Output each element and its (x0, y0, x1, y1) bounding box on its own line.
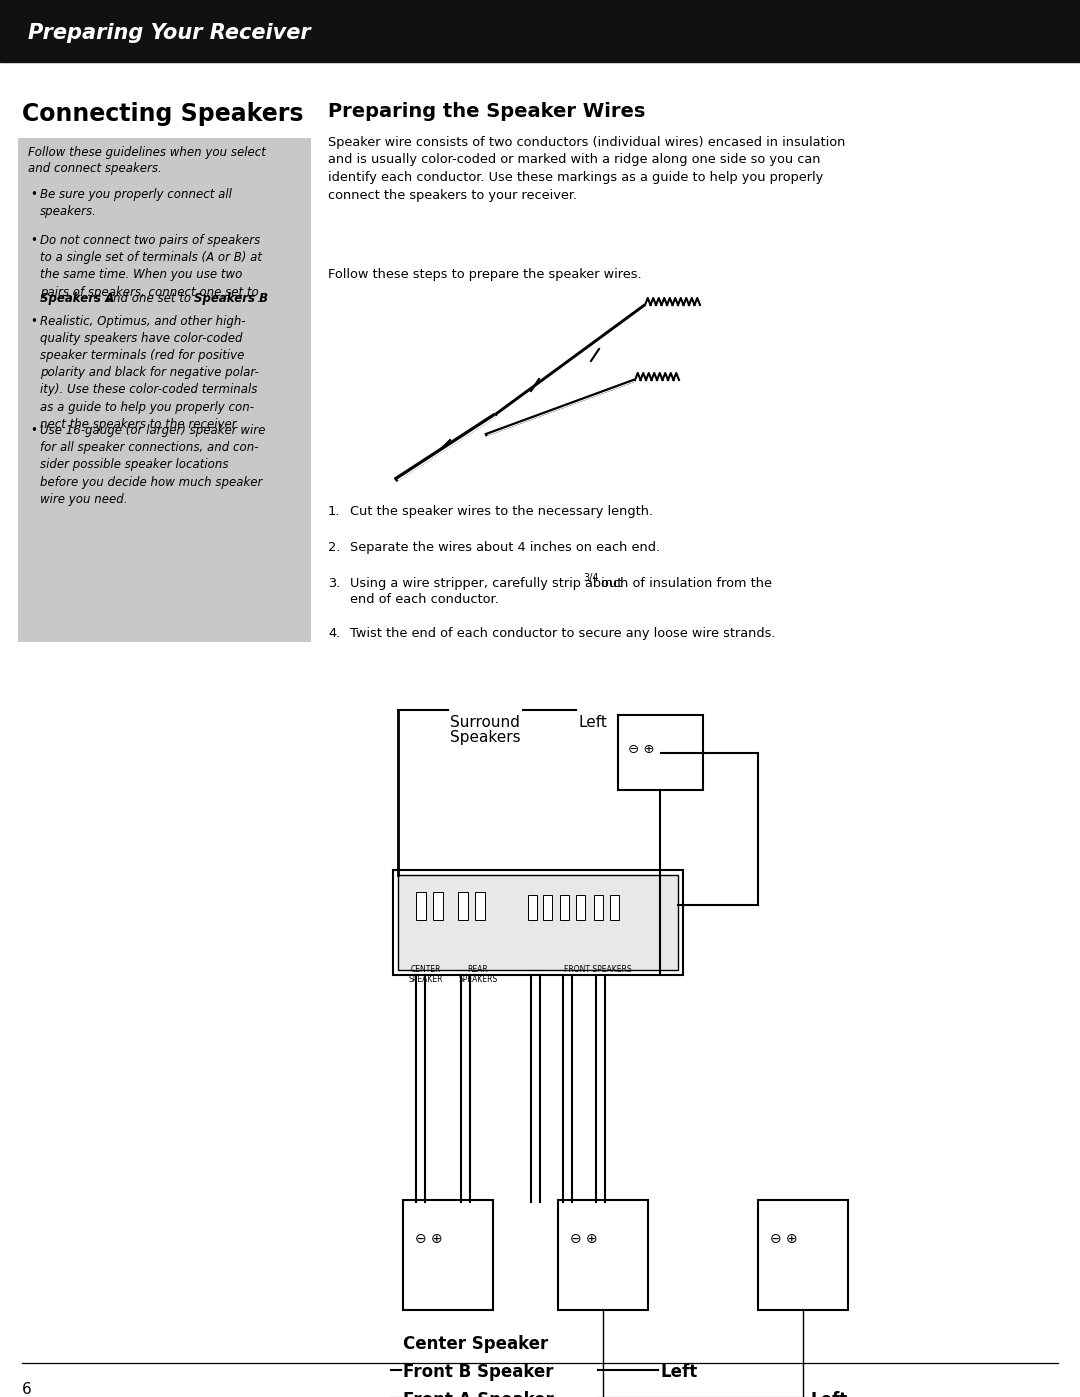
Text: and one set to: and one set to (102, 292, 194, 305)
Text: Twist the end of each conductor to secure any loose wire strands.: Twist the end of each conductor to secur… (350, 627, 775, 640)
Text: Use 16-gauge (or larger) speaker wire
for all speaker connections, and con-
side: Use 16-gauge (or larger) speaker wire fo… (40, 425, 266, 506)
Bar (758, 1200, 848, 1310)
Text: CENTER
SPEAKER: CENTER SPEAKER (408, 965, 443, 985)
Bar (543, 895, 552, 921)
Bar (458, 893, 468, 921)
Text: end of each conductor.: end of each conductor. (350, 592, 499, 606)
Text: 3/4: 3/4 (583, 573, 598, 583)
Text: Be sure you properly connect all
speakers.: Be sure you properly connect all speaker… (40, 189, 232, 218)
Text: Speaker wire consists of two conductors (individual wires) encased in insulation: Speaker wire consists of two conductors … (328, 136, 846, 201)
Text: Realistic, Optimus, and other high-
quality speakers have color-coded
speaker te: Realistic, Optimus, and other high- qual… (40, 314, 259, 430)
Text: ⊖ ⊕: ⊖ ⊕ (627, 743, 654, 756)
Text: Speakers B: Speakers B (194, 292, 268, 305)
Text: •: • (30, 425, 37, 437)
Text: inch of insulation from the: inch of insulation from the (597, 577, 772, 590)
Bar (618, 715, 703, 789)
Bar (561, 895, 569, 921)
Text: 4.: 4. (328, 627, 340, 640)
Text: 1.: 1. (328, 504, 340, 518)
Text: •: • (30, 235, 37, 247)
Bar (433, 893, 443, 921)
Text: FRONT SPEAKERS: FRONT SPEAKERS (564, 965, 632, 974)
Bar (416, 893, 426, 921)
Bar (18, 138, 311, 643)
Text: .: . (256, 292, 260, 305)
Text: Left: Left (578, 715, 607, 731)
Bar (403, 1200, 492, 1310)
Text: Left: Left (810, 1391, 847, 1397)
Text: •: • (30, 314, 37, 327)
Text: and connect speakers.: and connect speakers. (28, 162, 162, 175)
Text: Separate the wires about 4 inches on each end.: Separate the wires about 4 inches on eac… (350, 541, 660, 555)
Bar (594, 895, 603, 921)
Text: Front B Speaker: Front B Speaker (403, 1363, 554, 1382)
Text: Surround: Surround (450, 715, 519, 731)
Bar (576, 895, 585, 921)
Text: Speakers: Speakers (450, 731, 521, 745)
Text: 3.: 3. (328, 577, 340, 590)
Text: Using a wire stripper, carefully strip about: Using a wire stripper, carefully strip a… (350, 577, 626, 590)
Bar (528, 895, 537, 921)
Bar (0, 0, 1080, 61)
Bar (610, 895, 619, 921)
Text: 6: 6 (22, 1382, 31, 1397)
Text: Follow these steps to prepare the speaker wires.: Follow these steps to prepare the speake… (328, 268, 642, 281)
Text: •: • (30, 189, 37, 201)
Bar (558, 1200, 648, 1310)
Text: Cut the speaker wires to the necessary length.: Cut the speaker wires to the necessary l… (350, 504, 653, 518)
Text: 2.: 2. (328, 541, 340, 555)
Text: Left: Left (660, 1363, 698, 1382)
Text: REAR
SPEAKERS: REAR SPEAKERS (458, 965, 498, 985)
Bar (393, 870, 683, 975)
Text: ⊖ ⊕: ⊖ ⊕ (570, 1232, 597, 1246)
Text: Do not connect two pairs of speakers
to a single set of terminals (A or B) at
th: Do not connect two pairs of speakers to … (40, 235, 262, 299)
Text: ⊖ ⊕: ⊖ ⊕ (415, 1232, 443, 1246)
Text: Center Speaker: Center Speaker (403, 1336, 549, 1354)
Text: Preparing Your Receiver: Preparing Your Receiver (28, 22, 311, 43)
Text: Front A Speaker: Front A Speaker (403, 1391, 554, 1397)
Text: Preparing the Speaker Wires: Preparing the Speaker Wires (328, 102, 646, 122)
Text: Speakers A: Speakers A (40, 292, 114, 305)
Bar (475, 893, 485, 921)
Text: Connecting Speakers: Connecting Speakers (22, 102, 303, 126)
Bar (399, 875, 678, 970)
Text: Follow these guidelines when you select: Follow these guidelines when you select (28, 147, 266, 159)
Text: ⊖ ⊕: ⊖ ⊕ (770, 1232, 798, 1246)
